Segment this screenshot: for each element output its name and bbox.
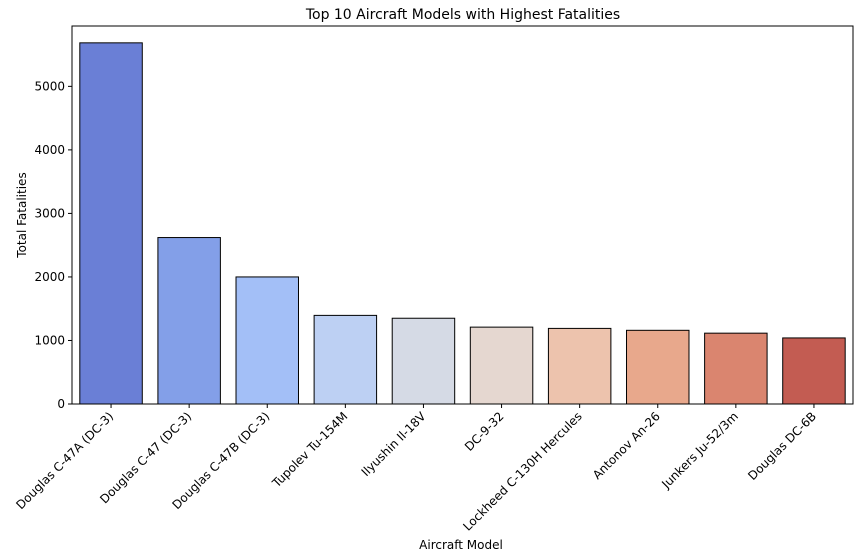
y-tick-label-3: 3000	[34, 206, 65, 220]
bar-9	[782, 337, 846, 405]
bar-6	[547, 327, 612, 405]
bar-4	[391, 317, 456, 405]
bar-2	[235, 276, 299, 405]
x-axis: Douglas C-47A (DC-3)Douglas C-47 (DC-3)D…	[13, 404, 819, 534]
x-tick-label-7: Antonov An-26	[590, 409, 663, 482]
bar-1	[157, 237, 221, 405]
plot-frame	[71, 25, 854, 405]
bar-5	[469, 326, 534, 405]
x-tick-label-3: Tupolev Tu-154M	[269, 409, 351, 491]
bar-0	[79, 42, 143, 405]
x-axis-title: Aircraft Model	[419, 538, 503, 552]
y-tick-label-2: 2000	[34, 270, 65, 284]
x-tick-label-5: DC-9-32	[462, 409, 507, 454]
y-tick-label-4: 4000	[34, 143, 65, 157]
y-axis: 0 1000 2000 3000 4000 5000	[34, 79, 72, 411]
bar-3	[313, 314, 378, 405]
x-tick-label-4: Ilyushin Il-18V	[359, 409, 429, 479]
y-axis-title: Total Fatalities	[15, 172, 29, 258]
bar-8	[704, 332, 768, 405]
chart-title: Top 10 Aircraft Models with Highest Fata…	[305, 7, 620, 23]
bar-7	[626, 329, 690, 405]
x-tick-label-8: Junkers Ju-52/3m	[658, 409, 741, 492]
y-tick-label-1: 1000	[34, 333, 65, 347]
y-tick-label-0: 0	[57, 397, 65, 411]
y-tick-label-5: 5000	[34, 79, 65, 93]
x-tick-label-9: Douglas DC-6B	[745, 409, 819, 483]
bars-layer	[79, 42, 846, 405]
